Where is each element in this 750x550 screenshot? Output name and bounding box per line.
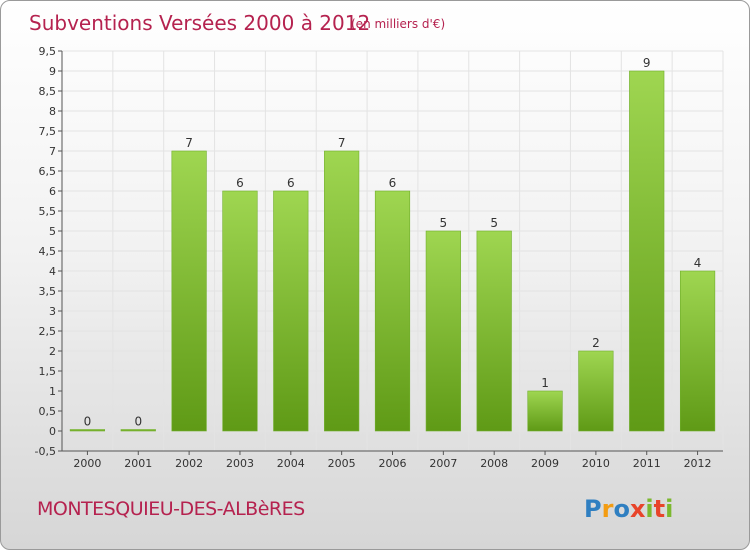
proxiti-logo: Proxiti — [584, 495, 673, 523]
bar-2012 — [679, 270, 716, 432]
x-tick-label: 2010 — [582, 457, 610, 470]
y-tick-label: -0,5 — [35, 445, 56, 458]
chart-title: Subventions Versées 2000 à 2012 — [29, 11, 370, 35]
x-tick-label: 2005 — [328, 457, 356, 470]
y-tick-label: 4,5 — [39, 245, 57, 258]
x-tick-label: 2000 — [73, 457, 101, 470]
y-tick-label: 0 — [49, 425, 56, 438]
data-label-2012: 4 — [694, 256, 702, 270]
brand-letter: t — [654, 495, 665, 523]
y-tick-label: 3 — [49, 305, 56, 318]
y-tick-label: 8 — [49, 105, 56, 118]
y-tick-label: 4 — [49, 265, 56, 278]
y-tick-label: 2,5 — [39, 325, 57, 338]
y-tick-label: 0,5 — [39, 405, 57, 418]
y-tick-label: 5,5 — [39, 205, 57, 218]
x-tick-label: 2011 — [633, 457, 661, 470]
x-tick-label: 2006 — [379, 457, 407, 470]
x-tick-label: 2007 — [429, 457, 457, 470]
y-tick-label: 3,5 — [39, 285, 57, 298]
y-tick-label: 7 — [49, 145, 56, 158]
data-label-2001: 0 — [134, 415, 142, 429]
bar-2004 — [273, 190, 309, 432]
data-label-2004: 6 — [287, 176, 295, 190]
y-tick-label: 2 — [49, 345, 56, 358]
brand-letter: r — [602, 495, 614, 523]
data-label-2002: 7 — [185, 136, 193, 150]
x-tick-label: 2008 — [480, 457, 508, 470]
x-tick-label: 2003 — [226, 457, 254, 470]
data-label-2011: 9 — [643, 56, 651, 70]
data-label-2005: 7 — [338, 136, 346, 150]
x-tick-label: 2004 — [277, 457, 305, 470]
y-tick-label: 6,5 — [39, 165, 57, 178]
y-tick-label: 5 — [49, 225, 56, 238]
bar-2007 — [425, 230, 461, 432]
brand-letter: i — [645, 495, 653, 523]
y-tick-label: 8,5 — [39, 85, 57, 98]
data-label-2010: 2 — [592, 336, 600, 350]
x-axis: 2000 2001 2002 2003 2004 2005 2006 2007 2008 2009… — [73, 451, 712, 470]
data-label-2000: 0 — [84, 415, 92, 429]
data-labels: 0 0 7 6 6 7 6 5 5 1 2 9 4 — [84, 56, 702, 429]
x-tick-label: 2012 — [684, 457, 712, 470]
bar-2009 — [527, 390, 563, 432]
bar-2005 — [324, 150, 360, 432]
brand-letter: P — [584, 495, 602, 523]
bar-2002 — [171, 150, 207, 432]
bar-2003 — [222, 190, 258, 432]
bar-2010 — [578, 350, 614, 432]
data-label-2009: 1 — [541, 376, 549, 390]
bar-2006 — [374, 190, 411, 432]
x-tick-label: 2002 — [175, 457, 203, 470]
y-tick-label: 7,5 — [39, 125, 57, 138]
brand-letter: i — [665, 495, 673, 523]
data-label-2008: 5 — [490, 216, 498, 230]
y-tick-label: 9 — [49, 65, 56, 78]
data-label-2006: 6 — [389, 176, 397, 190]
unit-note: (en milliers d'€) — [351, 17, 445, 31]
data-label-2007: 5 — [440, 216, 448, 230]
data-label-2003: 6 — [236, 176, 244, 190]
bars — [69, 70, 716, 432]
y-tick-label: 6 — [49, 185, 56, 198]
y-tick-label: 1,5 — [39, 365, 57, 378]
commune-name: MONTESQUIEU-DES-ALBèRES — [37, 498, 305, 520]
x-tick-label: 2009 — [531, 457, 559, 470]
bar-2011 — [629, 70, 665, 432]
bar-2000 — [69, 429, 106, 432]
y-tick-label: 1 — [49, 385, 56, 398]
y-tick-label: 9,5 — [39, 45, 57, 58]
x-tick-label: 2001 — [124, 457, 152, 470]
bar-2001 — [120, 429, 156, 432]
bar-2008 — [476, 230, 512, 432]
brand-letter: o — [613, 495, 630, 523]
brand-letter: x — [630, 495, 646, 523]
